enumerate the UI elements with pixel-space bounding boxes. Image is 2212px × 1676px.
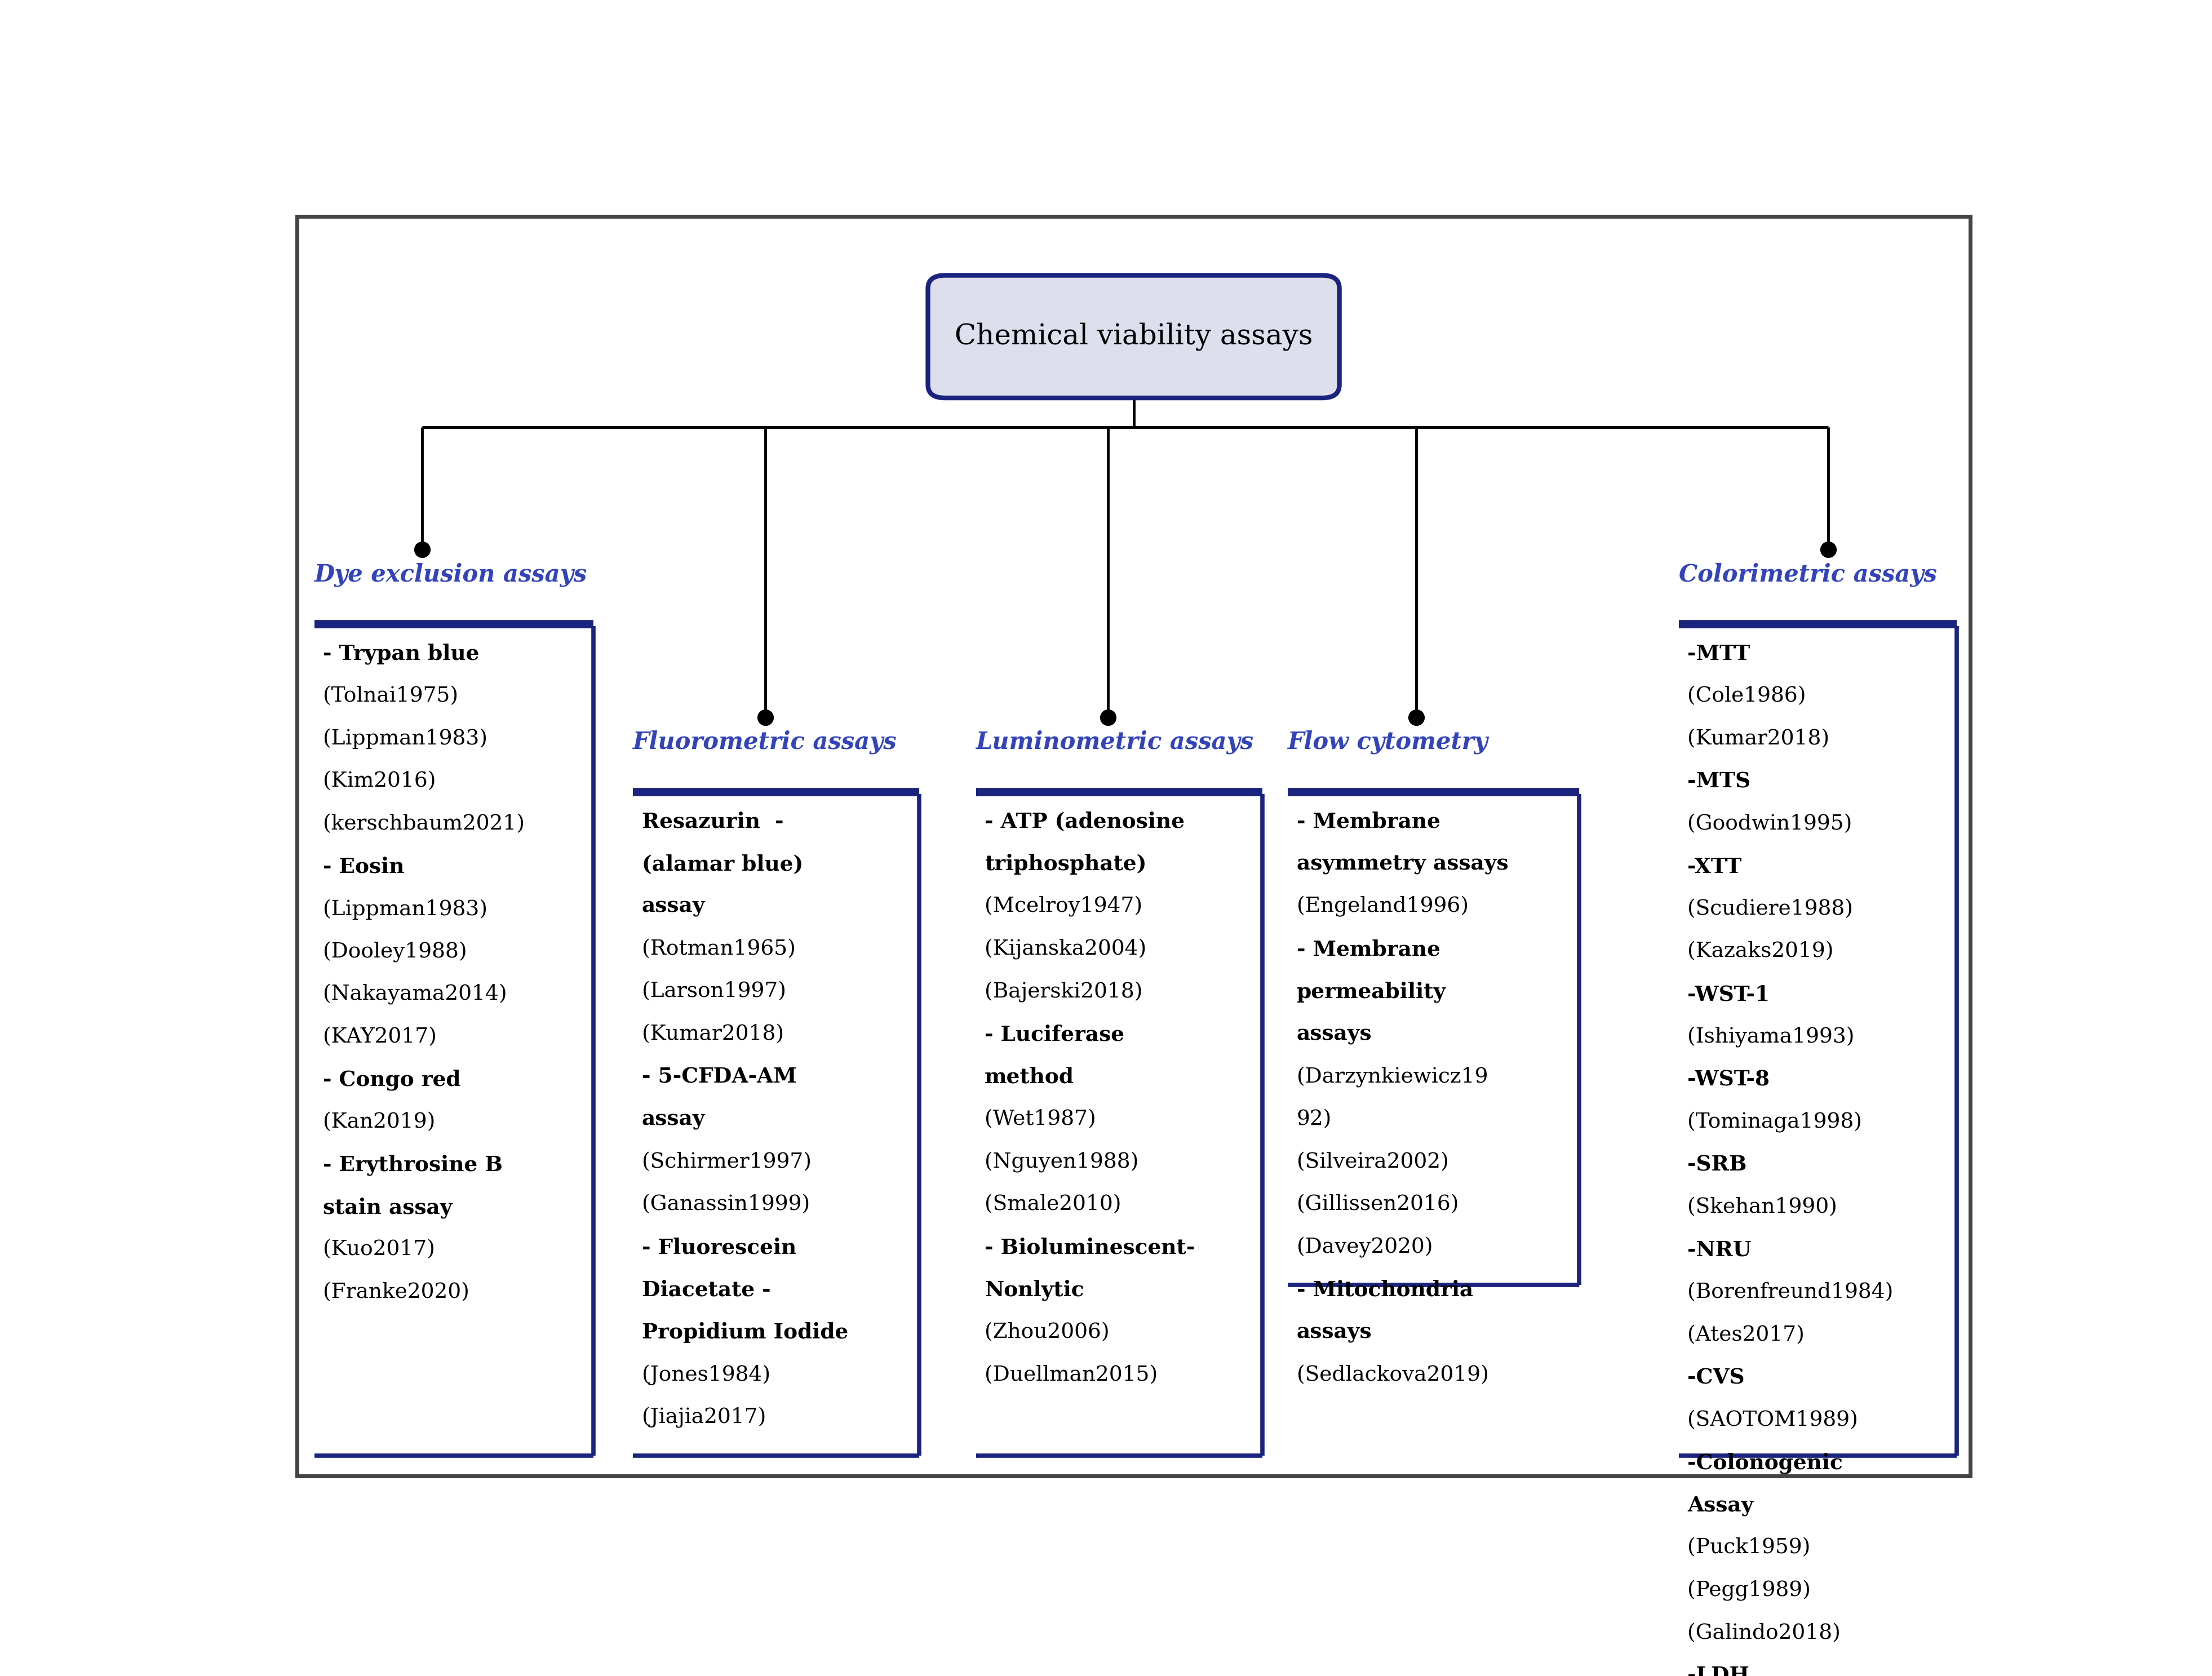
Text: - Trypan blue: - Trypan blue: [323, 644, 480, 664]
Text: (Sedlackova2019): (Sedlackova2019): [1296, 1364, 1489, 1384]
Text: Dye exclusion assays: Dye exclusion assays: [314, 563, 586, 587]
Text: (Silveira2002): (Silveira2002): [1296, 1151, 1449, 1172]
Text: -NRU: -NRU: [1688, 1240, 1752, 1260]
Text: (kerschbaum2021): (kerschbaum2021): [323, 815, 524, 835]
Text: -CVS: -CVS: [1688, 1368, 1745, 1388]
Text: Chemical viability assays: Chemical viability assays: [956, 322, 1312, 350]
Text: (Smale2010): (Smale2010): [984, 1195, 1121, 1215]
Text: - Fluorescein: - Fluorescein: [641, 1237, 796, 1259]
Text: (Goodwin1995): (Goodwin1995): [1688, 815, 1851, 835]
Text: (Dooley1988): (Dooley1988): [323, 942, 467, 962]
Text: asymmetry assays: asymmetry assays: [1296, 853, 1509, 875]
Text: -XTT: -XTT: [1688, 856, 1741, 877]
Text: (Kim2016): (Kim2016): [323, 771, 436, 791]
Text: (Kumar2018): (Kumar2018): [641, 1024, 783, 1044]
Text: - Bioluminescent-: - Bioluminescent-: [984, 1237, 1194, 1259]
Text: (Ganassin1999): (Ganassin1999): [641, 1195, 810, 1215]
Text: Fluorometric assays: Fluorometric assays: [633, 731, 898, 754]
Text: assay: assay: [641, 1110, 706, 1130]
Text: (Pegg1989): (Pegg1989): [1688, 1580, 1812, 1601]
Text: (KAY2017): (KAY2017): [323, 1027, 436, 1048]
Text: (Lippman1983): (Lippman1983): [323, 898, 487, 920]
Text: (Cole1986): (Cole1986): [1688, 685, 1805, 706]
Text: (SAOTOM1989): (SAOTOM1989): [1688, 1410, 1858, 1430]
Text: (Kazaks2019): (Kazaks2019): [1688, 942, 1834, 962]
Text: - ATP (adenosine: - ATP (adenosine: [984, 811, 1186, 831]
Text: (Gillissen2016): (Gillissen2016): [1296, 1195, 1458, 1215]
Text: - Luciferase: - Luciferase: [984, 1024, 1124, 1044]
Text: (Tolnai1975): (Tolnai1975): [323, 685, 458, 706]
Text: assays: assays: [1296, 1322, 1371, 1342]
Text: Diacetate -: Diacetate -: [641, 1279, 770, 1301]
Text: (Ates2017): (Ates2017): [1688, 1324, 1805, 1346]
Text: (Schirmer1997): (Schirmer1997): [641, 1151, 812, 1172]
Text: (Ishiyama1993): (Ishiyama1993): [1688, 1027, 1854, 1048]
Text: permeability: permeability: [1296, 982, 1447, 1002]
Text: - Membrane: - Membrane: [1296, 939, 1440, 960]
Text: assays: assays: [1296, 1024, 1371, 1044]
Text: - Membrane: - Membrane: [1296, 811, 1440, 831]
Text: - Eosin: - Eosin: [323, 856, 405, 877]
Text: (Puck1959): (Puck1959): [1688, 1537, 1809, 1559]
Text: (Larson1997): (Larson1997): [641, 982, 785, 1002]
Text: Resazurin  -: Resazurin -: [641, 811, 783, 831]
Text: (Skehan1990): (Skehan1990): [1688, 1197, 1838, 1217]
Text: Luminometric assays: Luminometric assays: [975, 731, 1254, 754]
Text: (Lippman1983): (Lippman1983): [323, 729, 487, 749]
Text: - Congo red: - Congo red: [323, 1069, 460, 1091]
Text: (Nakayama2014): (Nakayama2014): [323, 984, 507, 1006]
Text: 92): 92): [1296, 1110, 1332, 1130]
Text: (Kumar2018): (Kumar2018): [1688, 729, 1829, 749]
Text: (Kuo2017): (Kuo2017): [323, 1240, 436, 1260]
Text: Propidium Iodide: Propidium Iodide: [641, 1322, 847, 1342]
Text: (Rotman1965): (Rotman1965): [641, 939, 796, 959]
Text: -Colonogenic: -Colonogenic: [1688, 1453, 1843, 1473]
Text: (Kan2019): (Kan2019): [323, 1111, 436, 1131]
Text: (Tominaga1998): (Tominaga1998): [1688, 1111, 1863, 1133]
Text: (Franke2020): (Franke2020): [323, 1282, 469, 1302]
Text: (Duellman2015): (Duellman2015): [984, 1364, 1157, 1384]
Text: (alamar blue): (alamar blue): [641, 853, 803, 875]
Text: triphosphate): triphosphate): [984, 853, 1146, 875]
Text: -WST-1: -WST-1: [1688, 984, 1770, 1006]
Text: (Nguyen1988): (Nguyen1988): [984, 1151, 1139, 1173]
Text: (Bajerski2018): (Bajerski2018): [984, 982, 1144, 1002]
Text: (Galindo2018): (Galindo2018): [1688, 1622, 1840, 1642]
Text: Assay: Assay: [1688, 1495, 1754, 1517]
Text: (Kijanska2004): (Kijanska2004): [984, 939, 1146, 960]
Text: Nonlytic: Nonlytic: [984, 1279, 1084, 1301]
Text: (Scudiere1988): (Scudiere1988): [1688, 898, 1854, 918]
FancyBboxPatch shape: [927, 275, 1338, 397]
Text: assay: assay: [641, 897, 706, 917]
Text: (Engeland1996): (Engeland1996): [1296, 897, 1469, 917]
Text: Flow cytometry: Flow cytometry: [1287, 731, 1489, 754]
Text: -LDH: -LDH: [1688, 1666, 1750, 1676]
Text: (Borenfreund1984): (Borenfreund1984): [1688, 1282, 1893, 1302]
Text: (Wet1987): (Wet1987): [984, 1110, 1095, 1130]
Text: (Mcelroy1947): (Mcelroy1947): [984, 897, 1141, 917]
Text: Colorimetric assays: Colorimetric assays: [1679, 563, 1938, 587]
Text: -WST-8: -WST-8: [1688, 1069, 1770, 1089]
Text: (Zhou2006): (Zhou2006): [984, 1322, 1110, 1342]
Text: (Davey2020): (Davey2020): [1296, 1237, 1433, 1259]
Text: (Jones1984): (Jones1984): [641, 1364, 770, 1386]
Text: (Jiajia2017): (Jiajia2017): [641, 1408, 765, 1428]
Text: - 5-CFDA-AM: - 5-CFDA-AM: [641, 1066, 796, 1088]
Text: - Erythrosine B: - Erythrosine B: [323, 1155, 502, 1175]
Text: method: method: [984, 1066, 1075, 1088]
Text: stain assay: stain assay: [323, 1197, 451, 1218]
Text: - Mitochondria: - Mitochondria: [1296, 1279, 1473, 1301]
Text: -MTS: -MTS: [1688, 771, 1750, 793]
Text: (Darzynkiewicz19: (Darzynkiewicz19: [1296, 1066, 1489, 1088]
Text: -MTT: -MTT: [1688, 644, 1750, 664]
Text: -SRB: -SRB: [1688, 1155, 1747, 1175]
